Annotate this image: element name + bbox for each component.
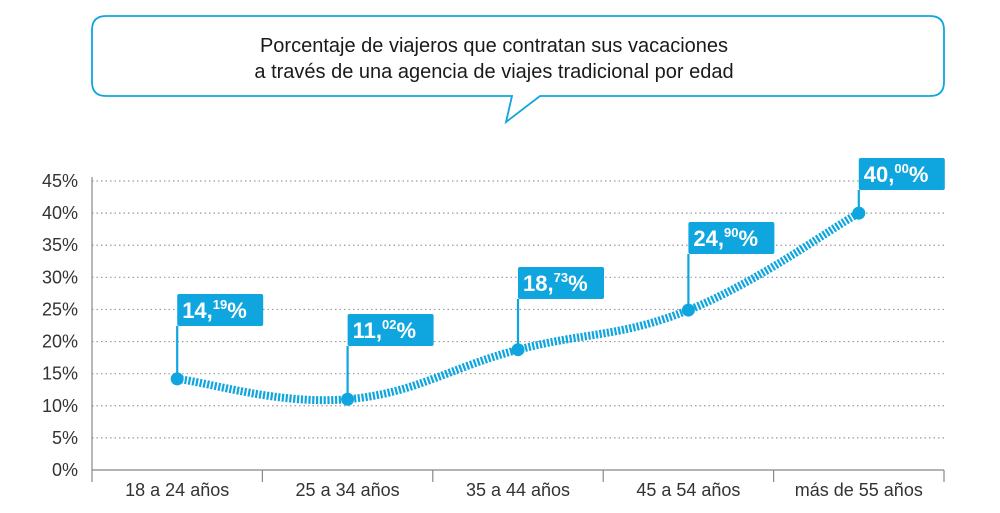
x-category-label: 45 a 54 años	[636, 480, 740, 500]
data-point	[170, 372, 184, 386]
data-labels: 14,19% 11,02% 18,73% 24,90% 40,00%	[170, 158, 945, 406]
y-tick-label: 40%	[42, 203, 78, 223]
data-point	[341, 392, 355, 406]
y-tick-label: 5%	[52, 428, 78, 448]
x-category-label: 35 a 44 años	[466, 480, 570, 500]
x-category-label: más de 55 años	[795, 480, 923, 500]
x-category-label: 18 a 24 años	[125, 480, 229, 500]
y-tick-label: 25%	[42, 299, 78, 319]
y-tick-label: 0%	[52, 460, 78, 480]
value-label: 24,90%	[693, 225, 758, 251]
value-label-box	[688, 222, 775, 254]
title-callout: Porcentaje de viajeros que contratan sus…	[91, 15, 945, 125]
chart-title-line-2: a través de una agencia de viajes tradic…	[254, 61, 733, 83]
y-tick-label: 20%	[42, 332, 78, 352]
y-tick-label: 15%	[42, 364, 78, 384]
value-label: 14,19%	[182, 297, 247, 323]
data-point	[852, 206, 866, 220]
value-label-box	[177, 294, 264, 326]
data-point	[681, 303, 695, 317]
axes: 0% 5% 10% 15% 20% 25% 30% 35% 40% 45% 18 a 24 años…	[42, 171, 945, 500]
y-tick-label: 45%	[42, 171, 78, 191]
x-category-label: 25 a 34 años	[296, 480, 400, 500]
chart-title-line-1: Porcentaje de viajeros que contratan sus…	[260, 35, 728, 57]
value-label-box	[347, 314, 434, 346]
value-label: 11,02%	[353, 317, 416, 343]
callout-bubble	[91, 15, 945, 125]
value-label-box	[518, 267, 604, 299]
value-label: 40,00%	[864, 161, 929, 187]
value-label-box	[858, 158, 945, 190]
value-label: 18,73%	[523, 270, 588, 296]
y-tick-label: 10%	[42, 396, 78, 416]
y-tick-label: 35%	[42, 235, 78, 255]
data-point	[511, 343, 525, 357]
y-tick-label: 30%	[42, 267, 78, 287]
